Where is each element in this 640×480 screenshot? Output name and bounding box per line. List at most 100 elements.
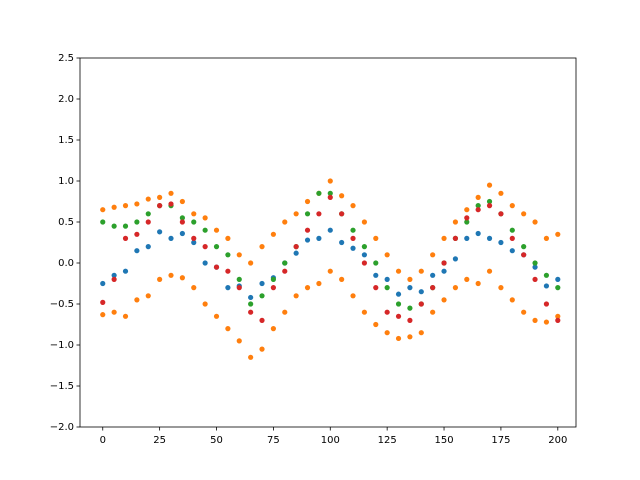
point	[157, 194, 163, 200]
x-tick-label: 125	[378, 435, 397, 446]
point	[361, 252, 368, 258]
point	[248, 309, 254, 315]
point	[521, 211, 527, 217]
point	[145, 196, 151, 202]
x-tick-label: 0	[100, 435, 106, 446]
point	[111, 272, 117, 278]
point	[134, 201, 140, 207]
point	[293, 293, 299, 299]
point	[532, 219, 538, 225]
point	[555, 276, 561, 282]
point	[157, 203, 163, 209]
point	[304, 227, 311, 233]
point	[225, 285, 231, 291]
point	[543, 272, 550, 278]
point	[475, 203, 481, 209]
point	[225, 268, 231, 274]
point	[532, 264, 538, 270]
point	[521, 252, 527, 258]
point	[168, 201, 174, 207]
x-tick-label: 25	[153, 435, 166, 446]
point	[418, 330, 424, 336]
point	[350, 245, 356, 251]
point	[111, 309, 117, 315]
point	[134, 219, 140, 225]
point	[179, 230, 185, 237]
y-tick-label: 0.5	[58, 217, 74, 228]
point	[475, 230, 481, 237]
point	[430, 252, 436, 258]
point	[259, 244, 265, 250]
point	[225, 326, 231, 332]
point	[509, 227, 515, 233]
point	[464, 207, 470, 213]
point	[407, 285, 413, 291]
y-tick-label: 1.5	[58, 135, 74, 146]
point	[248, 301, 254, 307]
point	[430, 309, 436, 315]
point	[395, 335, 402, 342]
point	[145, 211, 151, 217]
point	[532, 276, 538, 282]
point	[316, 235, 322, 241]
point	[441, 268, 447, 274]
point	[259, 293, 265, 299]
point	[100, 219, 106, 225]
point	[191, 219, 197, 225]
point	[168, 272, 174, 278]
point	[111, 204, 117, 210]
point	[384, 252, 390, 258]
point	[464, 215, 470, 221]
point	[316, 280, 322, 287]
point	[543, 319, 550, 325]
point	[498, 190, 504, 196]
point	[202, 227, 208, 233]
point	[452, 219, 459, 225]
point	[532, 260, 538, 266]
point	[134, 297, 140, 303]
point	[555, 231, 561, 237]
point	[521, 309, 527, 315]
point	[259, 346, 265, 352]
point	[498, 239, 504, 246]
point	[270, 231, 276, 237]
point	[555, 285, 561, 291]
point	[486, 182, 493, 188]
point	[191, 211, 197, 217]
point	[327, 268, 333, 274]
point	[373, 260, 379, 266]
point	[122, 203, 129, 209]
point	[373, 321, 379, 328]
point	[179, 275, 185, 281]
y-tick-label: −1.5	[50, 381, 74, 392]
point	[475, 194, 481, 200]
point	[236, 285, 242, 291]
point	[202, 215, 208, 221]
point	[145, 244, 151, 250]
point	[282, 268, 288, 274]
point	[395, 313, 402, 319]
point	[509, 235, 515, 241]
point	[304, 211, 311, 217]
y-tick-label: −2.0	[50, 422, 74, 433]
y-tick-label: −0.5	[50, 299, 74, 310]
point	[350, 235, 356, 241]
point	[407, 276, 413, 282]
point	[293, 211, 299, 217]
point	[282, 260, 288, 266]
point	[327, 194, 333, 200]
point	[213, 227, 220, 233]
point	[111, 276, 117, 282]
point	[179, 219, 185, 225]
point	[236, 276, 242, 282]
point	[327, 227, 333, 233]
point	[213, 244, 220, 250]
point	[145, 293, 151, 299]
point	[464, 235, 470, 241]
point	[122, 313, 129, 319]
point	[452, 256, 459, 262]
y-tick-label: 2.0	[58, 94, 74, 105]
point	[248, 294, 254, 301]
y-tick-label: 2.5	[58, 53, 74, 64]
